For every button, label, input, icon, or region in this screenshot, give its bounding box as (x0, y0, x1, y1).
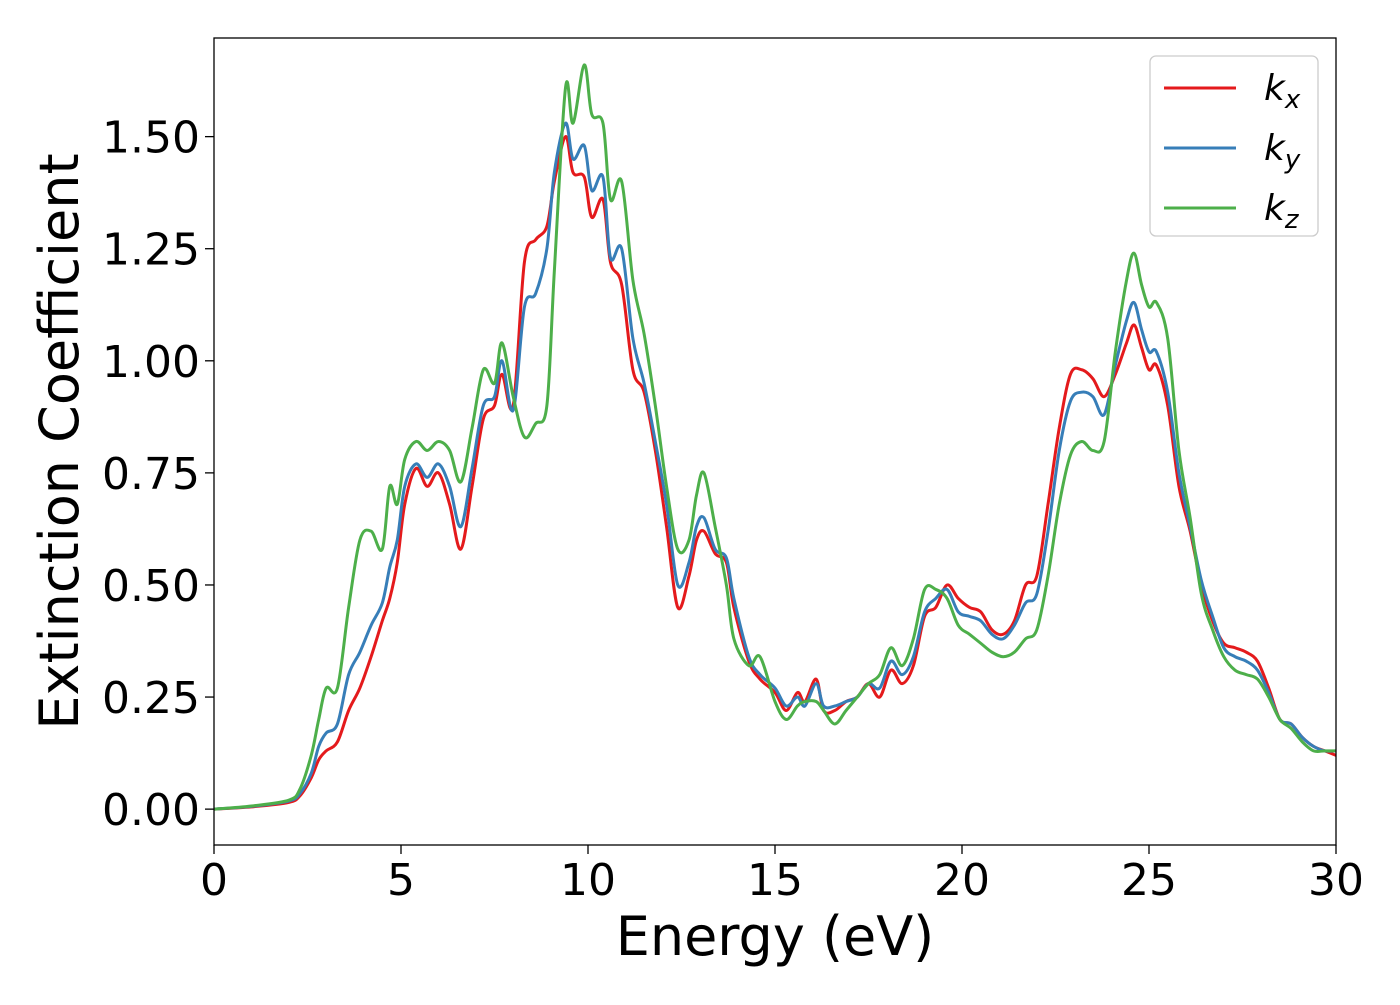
series-layer (214, 63, 1336, 811)
legend-label-ky: ky (1264, 128, 1301, 175)
y-tick-label: 0.75 (102, 449, 200, 500)
y-tick-label: 0.25 (102, 673, 200, 724)
y-tick-label: 1.50 (102, 113, 200, 164)
series-line-kz (214, 63, 1336, 811)
x-tick-label: 15 (747, 855, 803, 906)
legend-label-kx: kx (1264, 68, 1301, 115)
legend-label-base: k (1264, 68, 1287, 109)
x-tick-label: 30 (1308, 855, 1364, 906)
series-line-ky (214, 121, 1336, 811)
legend-label-subscript: x (1284, 85, 1301, 115)
x-tick-label: 10 (560, 855, 616, 906)
series-line-kx (214, 135, 1336, 811)
legend-label-base: k (1264, 128, 1287, 169)
legend-label-subscript: z (1284, 205, 1300, 235)
y-tick-label: 0.00 (102, 785, 200, 836)
x-tick-label: 0 (200, 855, 228, 906)
x-tick-label: 20 (934, 855, 990, 906)
y-axis-ticks: 0.00 0.25 0.50 0.75 1.00 1.25 1.50 (102, 113, 214, 836)
y-axis-label: Extinction Coefficient (28, 153, 91, 729)
legend-label-base: k (1264, 188, 1287, 229)
x-axis-label: Energy (eV) (616, 905, 935, 968)
y-tick-label: 0.50 (102, 561, 200, 612)
legend-label-subscript: y (1284, 145, 1301, 175)
y-tick-label: 1.00 (102, 337, 200, 388)
y-tick-label: 1.25 (102, 225, 200, 276)
legend-box (1149, 55, 1319, 237)
x-tick-label: 25 (1121, 855, 1177, 906)
x-tick-label: 5 (387, 855, 415, 906)
legend-label-kz: kz (1264, 188, 1300, 235)
x-axis-ticks: 0 5 10 15 20 25 30 (200, 845, 1364, 906)
